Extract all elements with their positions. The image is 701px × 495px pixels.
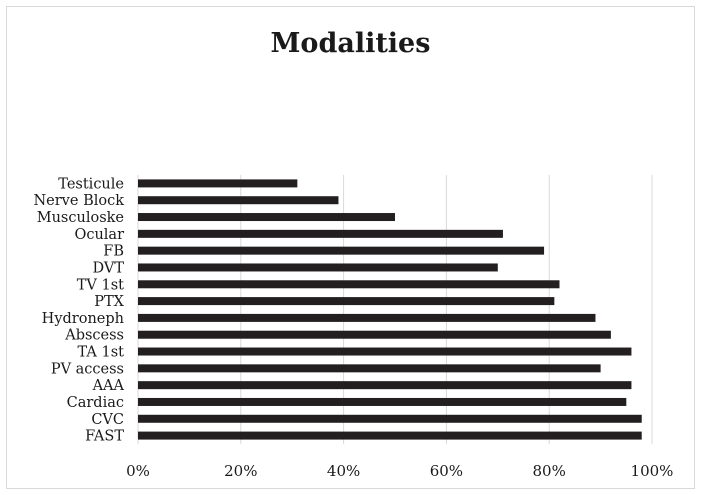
bars — [138, 179, 642, 440]
bar — [138, 297, 555, 306]
x-tick-labels: 0% 20% 40% 60% 80% 100% — [126, 462, 673, 480]
category-label: TV 1st — [77, 277, 124, 293]
category-label: Testicule — [58, 176, 124, 192]
bar — [138, 196, 339, 205]
chart-title: Modalities — [270, 28, 431, 59]
category-label: Ocular — [74, 227, 124, 243]
bar — [138, 330, 611, 339]
category-label: AAA — [92, 378, 125, 394]
category-label: DVT — [92, 260, 124, 276]
category-label: FAST — [85, 429, 124, 445]
category-label: CVC — [91, 412, 124, 428]
bar — [138, 179, 298, 188]
bar — [138, 263, 498, 272]
x-tick-label: 100% — [631, 462, 674, 480]
category-label: Nerve Block — [33, 193, 124, 209]
x-tick-label: 80% — [533, 462, 566, 480]
category-label: FB — [103, 244, 124, 260]
bar — [138, 246, 545, 255]
bar — [138, 431, 642, 440]
x-tick-label: 20% — [224, 462, 257, 480]
category-label: TA 1st — [78, 345, 125, 361]
bar — [138, 414, 642, 423]
bar — [138, 280, 560, 289]
bar — [138, 364, 601, 373]
bar — [138, 397, 627, 406]
bar — [138, 229, 503, 238]
bar — [138, 347, 632, 356]
category-label: Cardiac — [67, 395, 124, 411]
x-tick-label: 0% — [126, 462, 150, 480]
bar — [138, 313, 596, 322]
bar — [138, 381, 632, 390]
x-tick-label: 60% — [430, 462, 463, 480]
bar — [138, 213, 395, 222]
category-label: Abscess — [64, 328, 124, 344]
category-label: Musculoske — [37, 210, 124, 226]
category-label: PTX — [94, 294, 124, 310]
category-label: PV access — [51, 361, 124, 377]
category-label: Hydroneph — [42, 311, 124, 327]
x-tick-label: 40% — [327, 462, 360, 480]
